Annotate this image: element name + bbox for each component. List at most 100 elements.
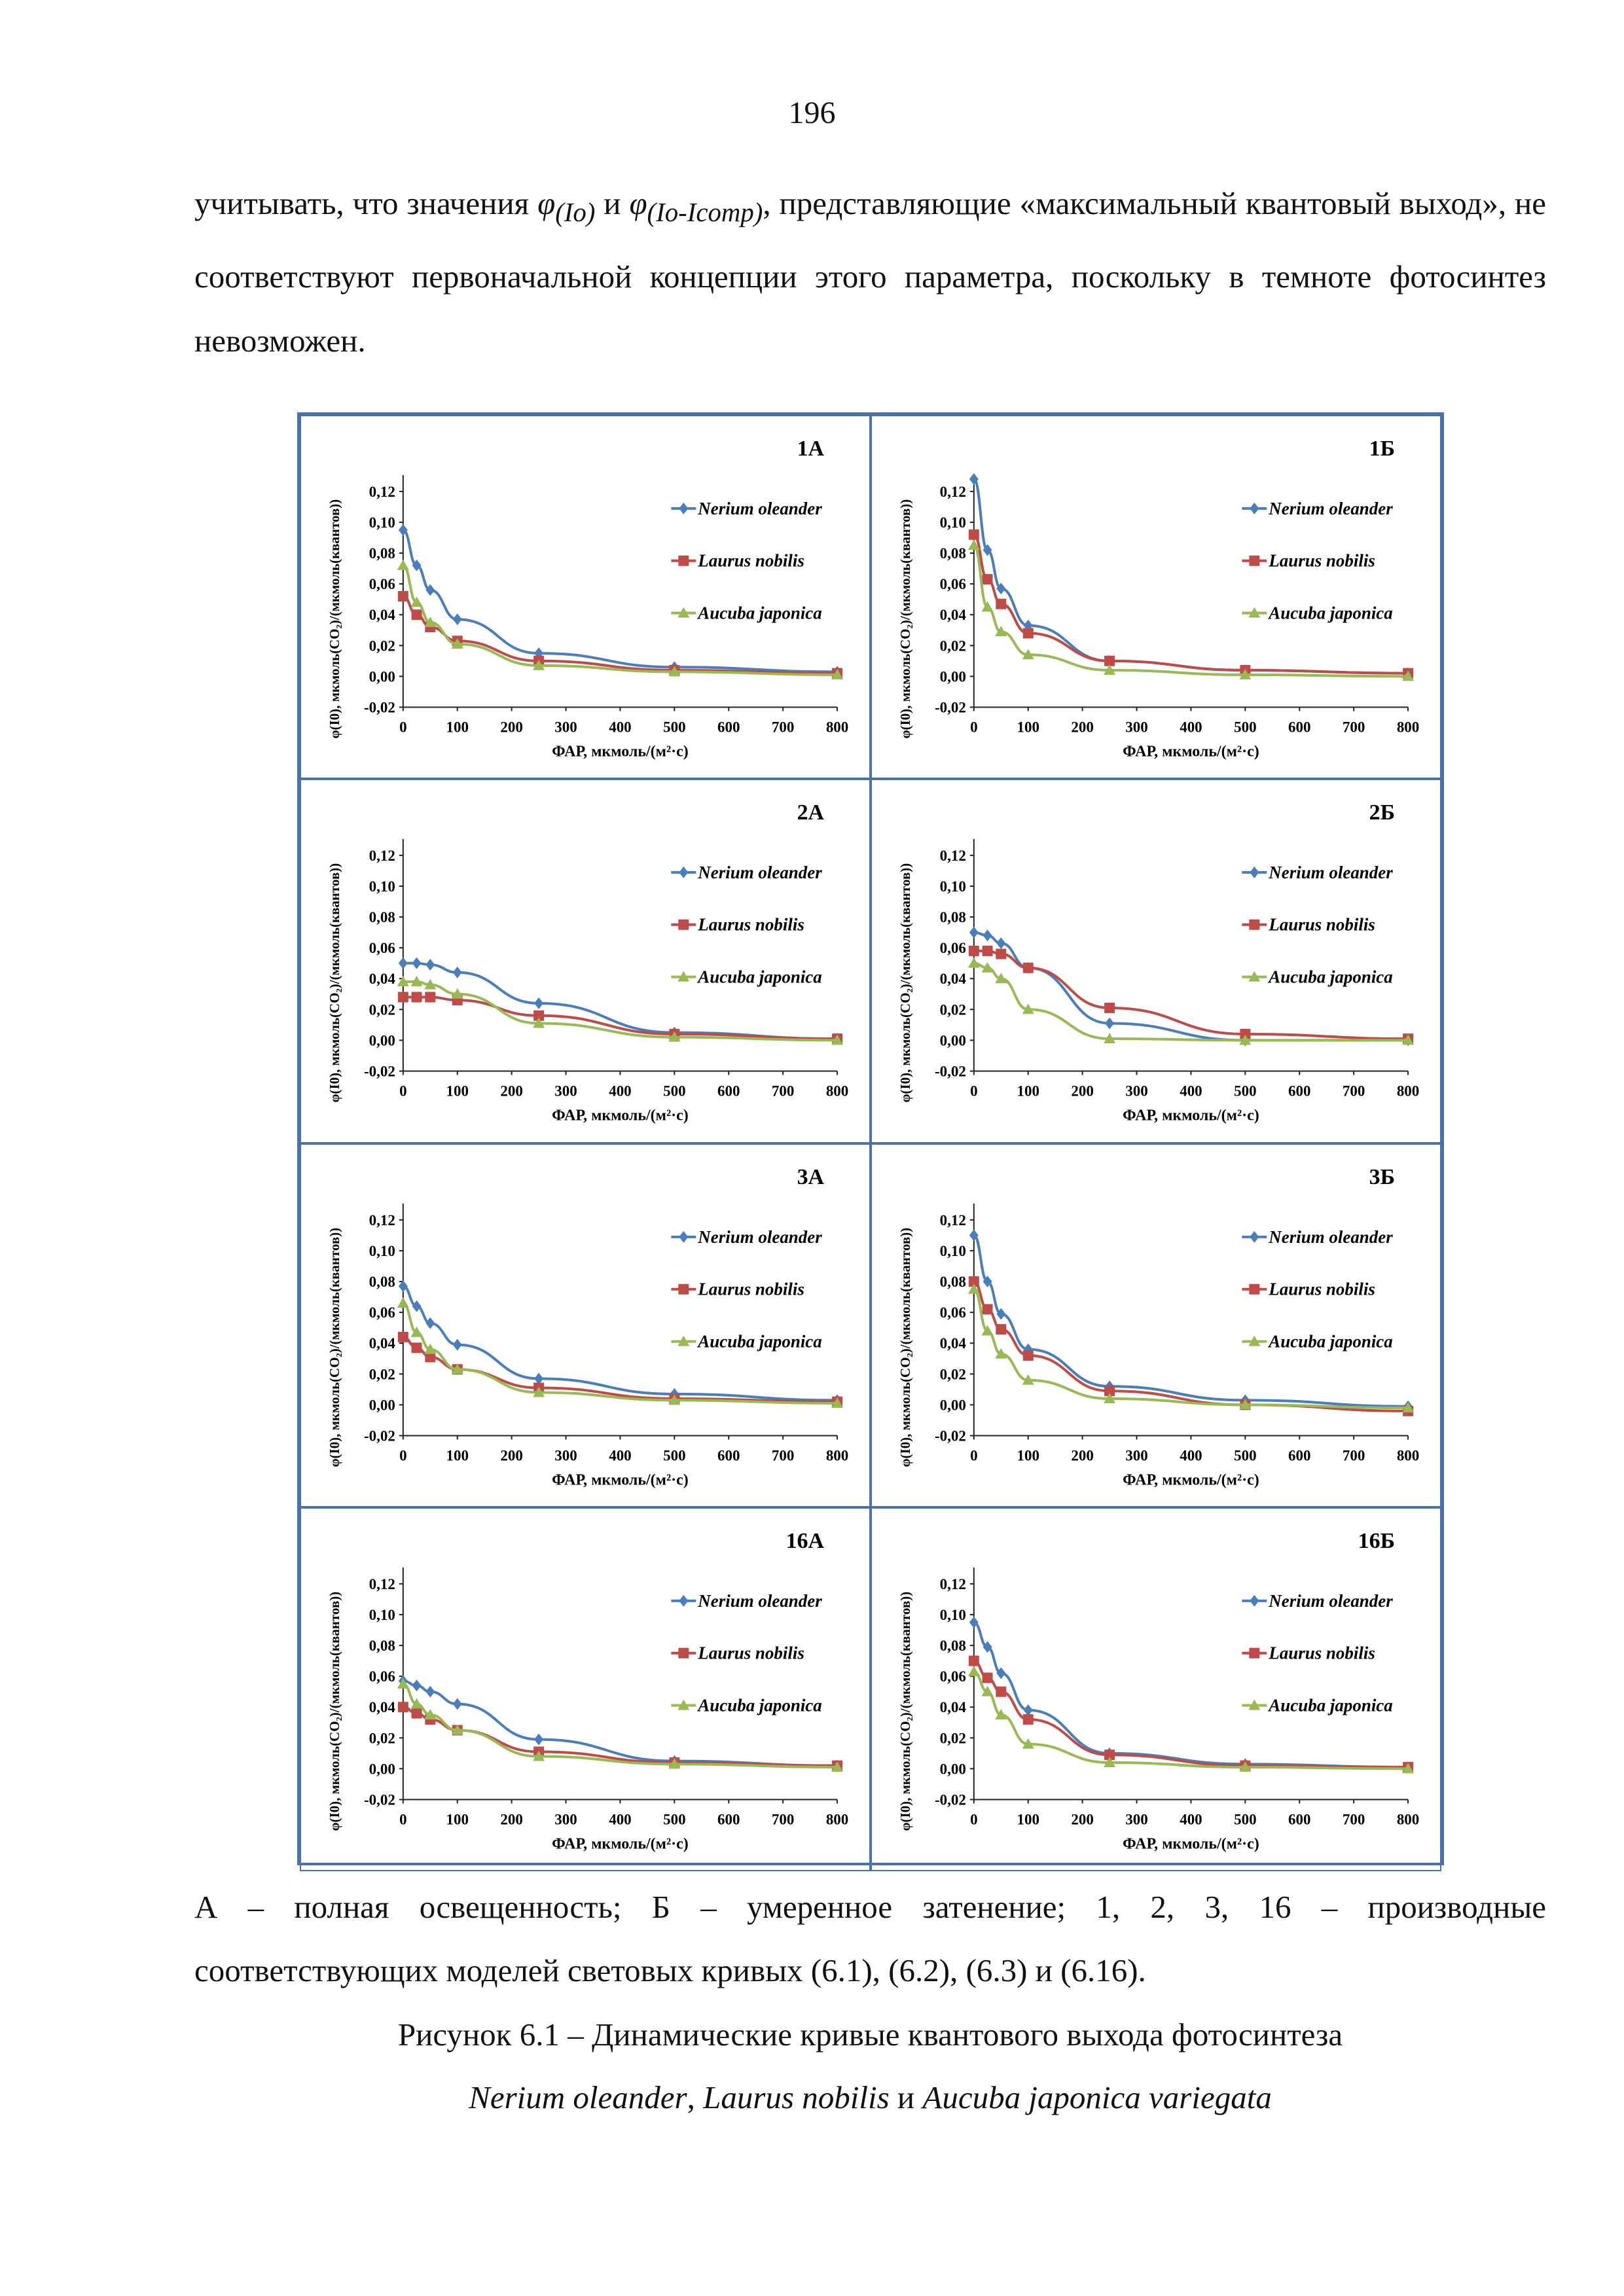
legend-marker <box>1250 502 1259 514</box>
legend-marker <box>678 1283 689 1295</box>
data-point-triangle <box>995 973 1007 984</box>
data-point-diamond <box>969 926 979 939</box>
x-tick-label: 400 <box>1180 1812 1202 1828</box>
y-tick-label: 0,04 <box>369 607 396 623</box>
chart-title: 16Б <box>1358 1529 1395 1553</box>
legend-label: Laurus nobilis <box>697 1279 804 1299</box>
legend-marker <box>1250 1594 1259 1607</box>
x-tick-label: 800 <box>1397 1083 1419 1100</box>
y-tick-label: 0,06 <box>940 1304 966 1321</box>
y-tick-label: 0,02 <box>940 1002 966 1018</box>
chart-svg: 1Б -0,02 0,00 0,02 0,04 0,06 0,08 0,10 0,12 0 100 2… <box>897 437 1419 760</box>
legend-label: Laurus nobilis <box>697 551 804 571</box>
x-tick-label: 500 <box>663 719 685 735</box>
data-point-diamond <box>534 1733 544 1746</box>
x-tick-label: 200 <box>500 1812 522 1828</box>
y-tick-label: 0,06 <box>940 576 966 592</box>
data-point-diamond <box>398 958 408 970</box>
y-tick-label: -0,02 <box>364 1427 395 1444</box>
data-point-triangle <box>533 659 545 670</box>
x-tick-label: 100 <box>446 1083 468 1100</box>
chart-svg: 3Б -0,02 0,00 0,02 0,04 0,06 0,08 0,10 0,12 0 100 2… <box>897 1165 1419 1488</box>
y-tick-label: 0,00 <box>369 1033 395 1049</box>
x-tick-label: 0 <box>970 1083 977 1100</box>
x-tick-label: 700 <box>1343 1812 1365 1828</box>
data-point-square <box>411 1708 422 1719</box>
x-tick-label: 500 <box>663 1083 685 1100</box>
x-axis-label: ФАР, мкмоль/(м²·с) <box>1123 1471 1259 1488</box>
data-point-triangle <box>1104 1033 1116 1044</box>
x-axis-label: ФАР, мкмоль/(м²·с) <box>1123 743 1259 760</box>
x-tick-label: 0 <box>399 1447 406 1463</box>
subscript: (Io-Icomp) <box>647 197 763 227</box>
x-tick-label: 700 <box>772 1447 794 1463</box>
x-tick-label: 400 <box>1180 1083 1202 1100</box>
data-point-diamond <box>534 997 544 1010</box>
data-point-triangle <box>995 626 1007 637</box>
data-point-square <box>982 946 993 957</box>
species: Aucuba japonica variegata <box>922 2079 1272 2115</box>
data-point-diamond <box>425 1317 435 1329</box>
y-tick-label: 0,12 <box>369 1212 395 1229</box>
x-tick-label: 800 <box>826 1812 848 1828</box>
y-axis-label: φ(I0), мкмоль(CO₂)/(мкмоль(квантов)) <box>327 499 342 739</box>
data-point-triangle <box>1022 1738 1034 1749</box>
x-tick-label: 0 <box>970 1447 977 1463</box>
legend-label: Aucuba japonica <box>696 1696 821 1715</box>
y-tick-label: 0,08 <box>940 909 966 925</box>
x-axis-label: ФАР, мкмоль/(м²·с) <box>552 1471 689 1488</box>
text: учитывать, что значения <box>194 185 538 221</box>
y-axis-label: φ(I0), мкмоль(CO₂)/(мкмоль(квантов)) <box>897 1227 913 1467</box>
data-point-square <box>397 1702 408 1713</box>
y-tick-label: 0,08 <box>369 909 395 925</box>
x-tick-label: 100 <box>446 1447 468 1463</box>
legend-label: Nerium oleander <box>697 1591 822 1611</box>
data-point-diamond <box>969 473 979 486</box>
data-point-square <box>968 529 979 540</box>
x-tick-label: 400 <box>609 719 631 735</box>
y-tick-label: 0,00 <box>940 668 966 685</box>
legend-marker <box>677 971 690 982</box>
x-tick-label: 800 <box>826 719 848 735</box>
legend-label: Nerium oleander <box>697 1227 822 1247</box>
x-tick-label: 400 <box>609 1083 631 1100</box>
y-tick-label: -0,02 <box>935 1792 966 1808</box>
legend-label: Aucuba japonica <box>1267 967 1392 987</box>
data-point-triangle <box>451 988 463 999</box>
data-point-square <box>1104 1003 1115 1014</box>
data-point-square <box>968 946 979 957</box>
x-tick-label: 300 <box>554 1083 577 1100</box>
series-line-1 <box>973 1621 1409 1769</box>
x-tick-label: 400 <box>609 1447 631 1463</box>
data-point-square <box>982 1304 993 1315</box>
data-point-diamond <box>452 613 462 626</box>
y-tick-label: 0,04 <box>940 1699 967 1715</box>
figure-caption: Рисунок 6.1 – Динамические кривые кванто… <box>397 2017 1343 2053</box>
legend-label: Nerium oleander <box>697 863 822 882</box>
y-tick-label: -0,02 <box>935 1064 966 1080</box>
y-tick-label: -0,02 <box>364 1792 395 1808</box>
x-tick-label: 200 <box>1071 1447 1093 1463</box>
x-tick-label: 200 <box>1071 1812 1093 1828</box>
data-point-diamond <box>996 937 1006 950</box>
data-point-triangle <box>967 958 980 969</box>
data-point-diamond <box>425 959 435 971</box>
legend-label: Laurus nobilis <box>1268 1279 1375 1299</box>
data-point-triangle <box>424 617 437 627</box>
y-tick-label: 0,10 <box>369 1243 395 1259</box>
data-point-square <box>996 948 1007 960</box>
data-point-square <box>968 1655 979 1666</box>
data-point-square <box>1022 1714 1034 1725</box>
body-paragraph: учитывать, что значения φ(Io) и φ(Io-Ico… <box>194 171 1546 373</box>
data-point-diamond <box>412 958 422 970</box>
chart-title: 1Б <box>1369 437 1395 461</box>
y-tick-label: 0,00 <box>940 1761 966 1777</box>
x-tick-label: 0 <box>970 719 977 735</box>
x-tick-label: 700 <box>772 1083 794 1100</box>
y-tick-label: 0,12 <box>369 1576 395 1592</box>
chart-svg: 2А -0,02 0,00 0,02 0,04 0,06 0,08 0,10 0,12 0 100 2… <box>327 800 848 1124</box>
data-point-square <box>982 1672 993 1683</box>
y-tick-label: 0,02 <box>369 1002 395 1018</box>
data-point-square <box>397 590 408 601</box>
legend-label: Laurus nobilis <box>697 915 804 935</box>
